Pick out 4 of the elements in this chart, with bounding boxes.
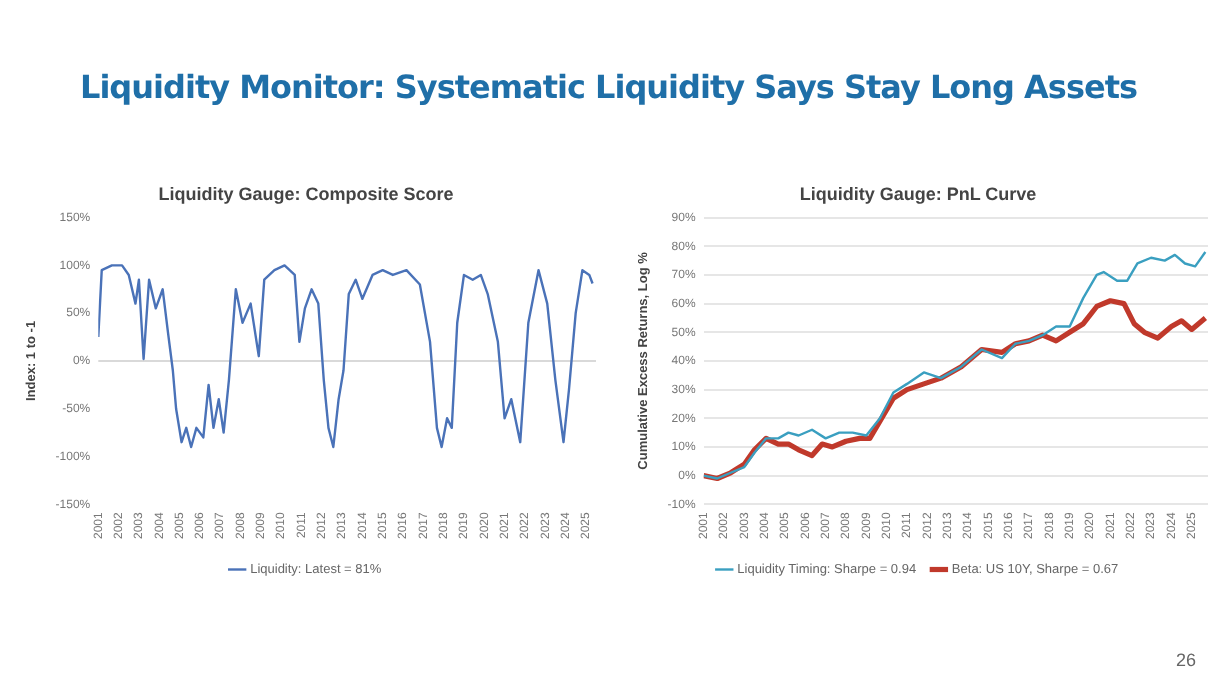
text: Liquidity Monitor: Systematic Liquidity Says Stay Long Assets: [80, 68, 1137, 106]
chart-title: Liquidity Gauge: PnL Curve: [799, 183, 1037, 204]
text: 26: [1175, 650, 1196, 670]
chart-title: Liquidity Gauge: Composite Score: [158, 183, 454, 204]
